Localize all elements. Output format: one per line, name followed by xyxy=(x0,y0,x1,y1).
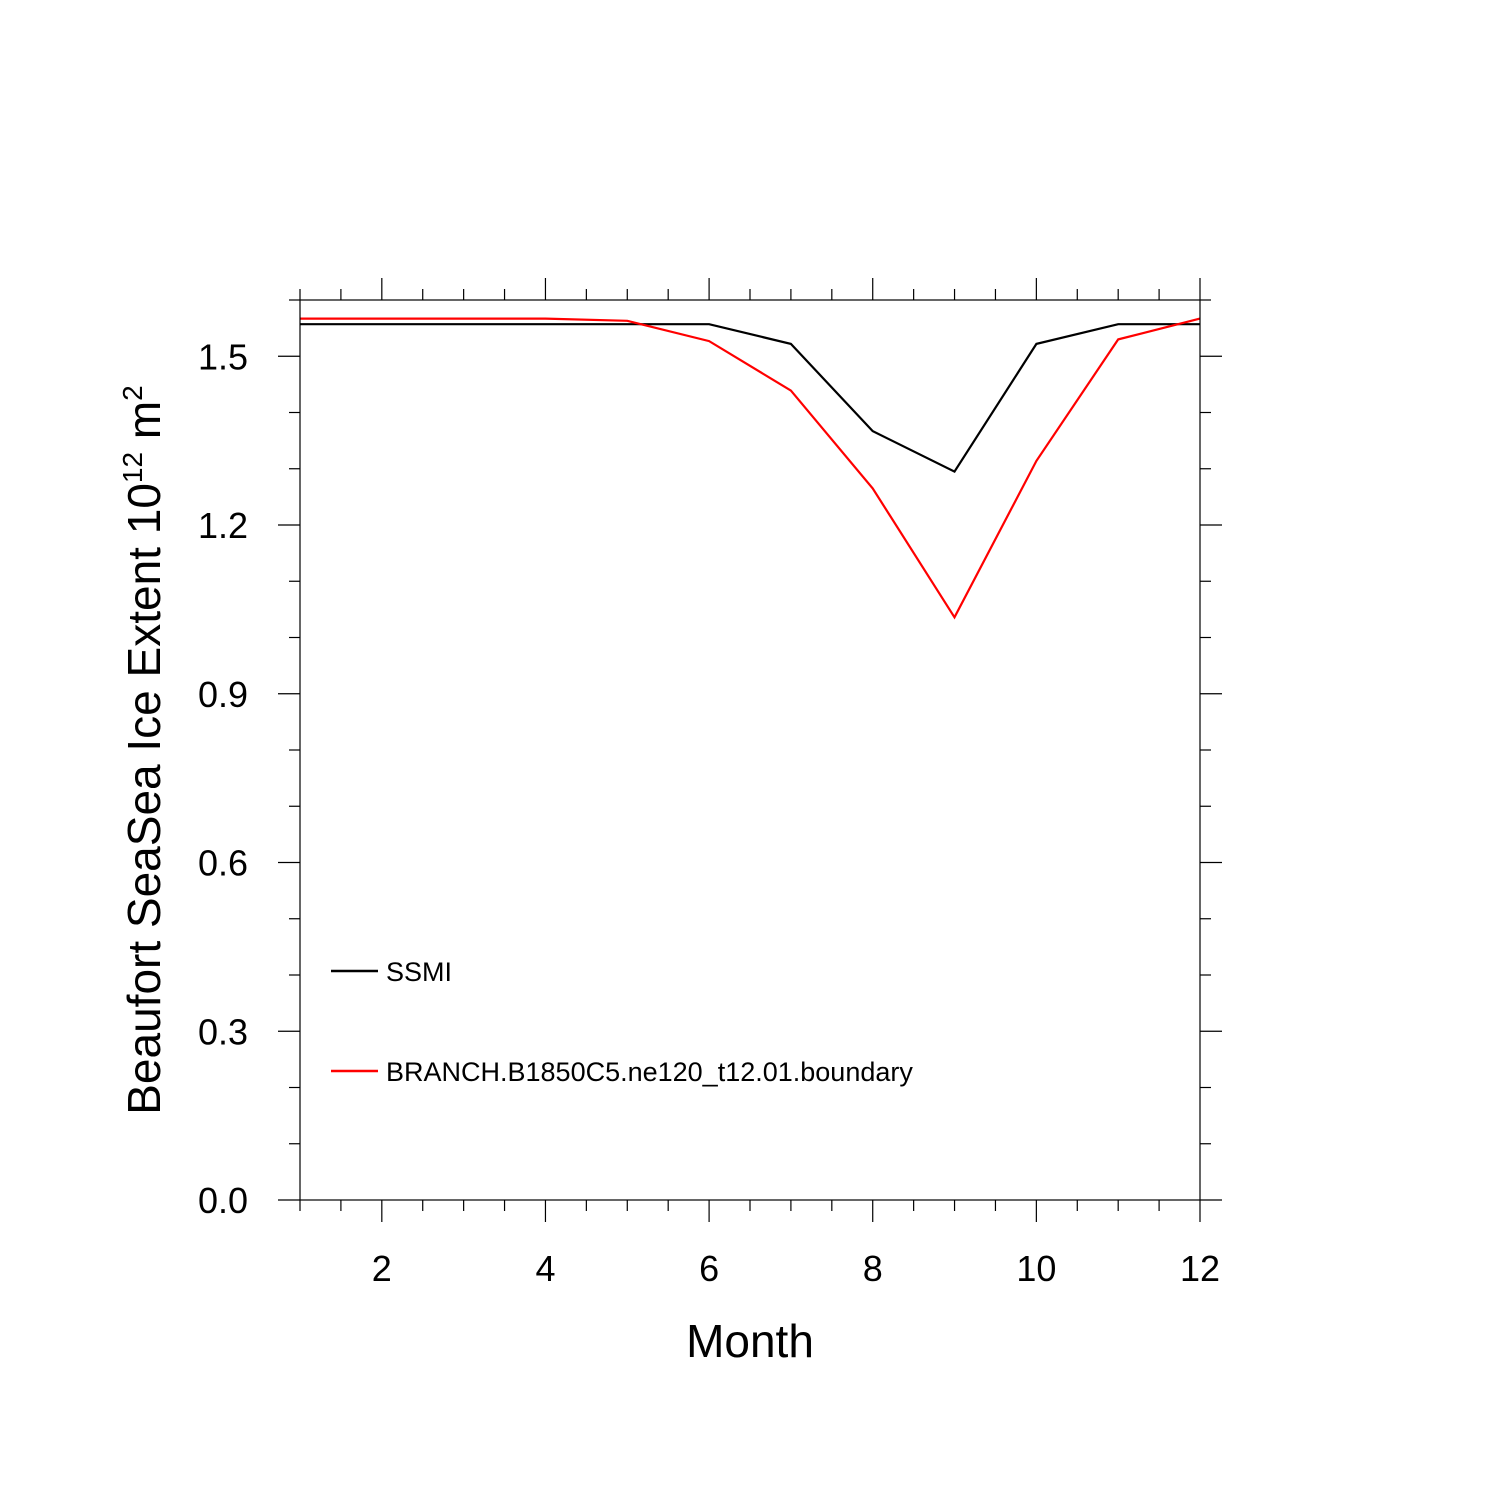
y-tick-label: 0.9 xyxy=(198,674,248,715)
x-tick-label: 4 xyxy=(535,1248,555,1289)
series-lines xyxy=(300,317,1201,620)
y-axis-title-unit-exponent: 2 xyxy=(117,385,148,401)
y-tick-label: 0.0 xyxy=(198,1180,248,1221)
x-tick-label: 10 xyxy=(1016,1248,1056,1289)
x-axis-title: Month xyxy=(686,1315,814,1367)
axis-ticks xyxy=(278,278,1222,1222)
series-line-branch xyxy=(300,317,1201,620)
legend-label-branch: BRANCH.B1850C5.ne120_t12.01.boundary xyxy=(386,1057,913,1087)
x-tick-label: 8 xyxy=(863,1248,883,1289)
legend-label-ssmi: SSMI xyxy=(386,957,452,987)
x-tick-label: 6 xyxy=(699,1248,719,1289)
series-line-ssmi xyxy=(300,323,1200,474)
y-tick-label: 1.2 xyxy=(198,505,248,546)
y-tick-label: 0.6 xyxy=(198,843,248,884)
y-tick-label: 1.5 xyxy=(198,336,248,377)
y-tick-label: 0.3 xyxy=(198,1011,248,1052)
x-tick-label: 12 xyxy=(1180,1248,1220,1289)
x-tick-label: 2 xyxy=(372,1248,392,1289)
plot-frame xyxy=(299,299,1201,1201)
y-axis-title: Beaufort SeaSea Ice Extent 1012 m2 xyxy=(117,385,170,1115)
y-axis-title-exponent: 12 xyxy=(117,452,148,483)
axis-tick-labels: 2 4 6 8 10 12 0.0 0.3 0.6 0.9 1.2 1.5 xyxy=(198,336,1220,1289)
y-axis-title-unit: m xyxy=(118,401,170,452)
legend: SSMI BRANCH.B1850C5.ne120_t12.01.boundar… xyxy=(331,957,913,1087)
y-axis-title-main: Beaufort SeaSea Ice Extent 10 xyxy=(118,483,170,1115)
